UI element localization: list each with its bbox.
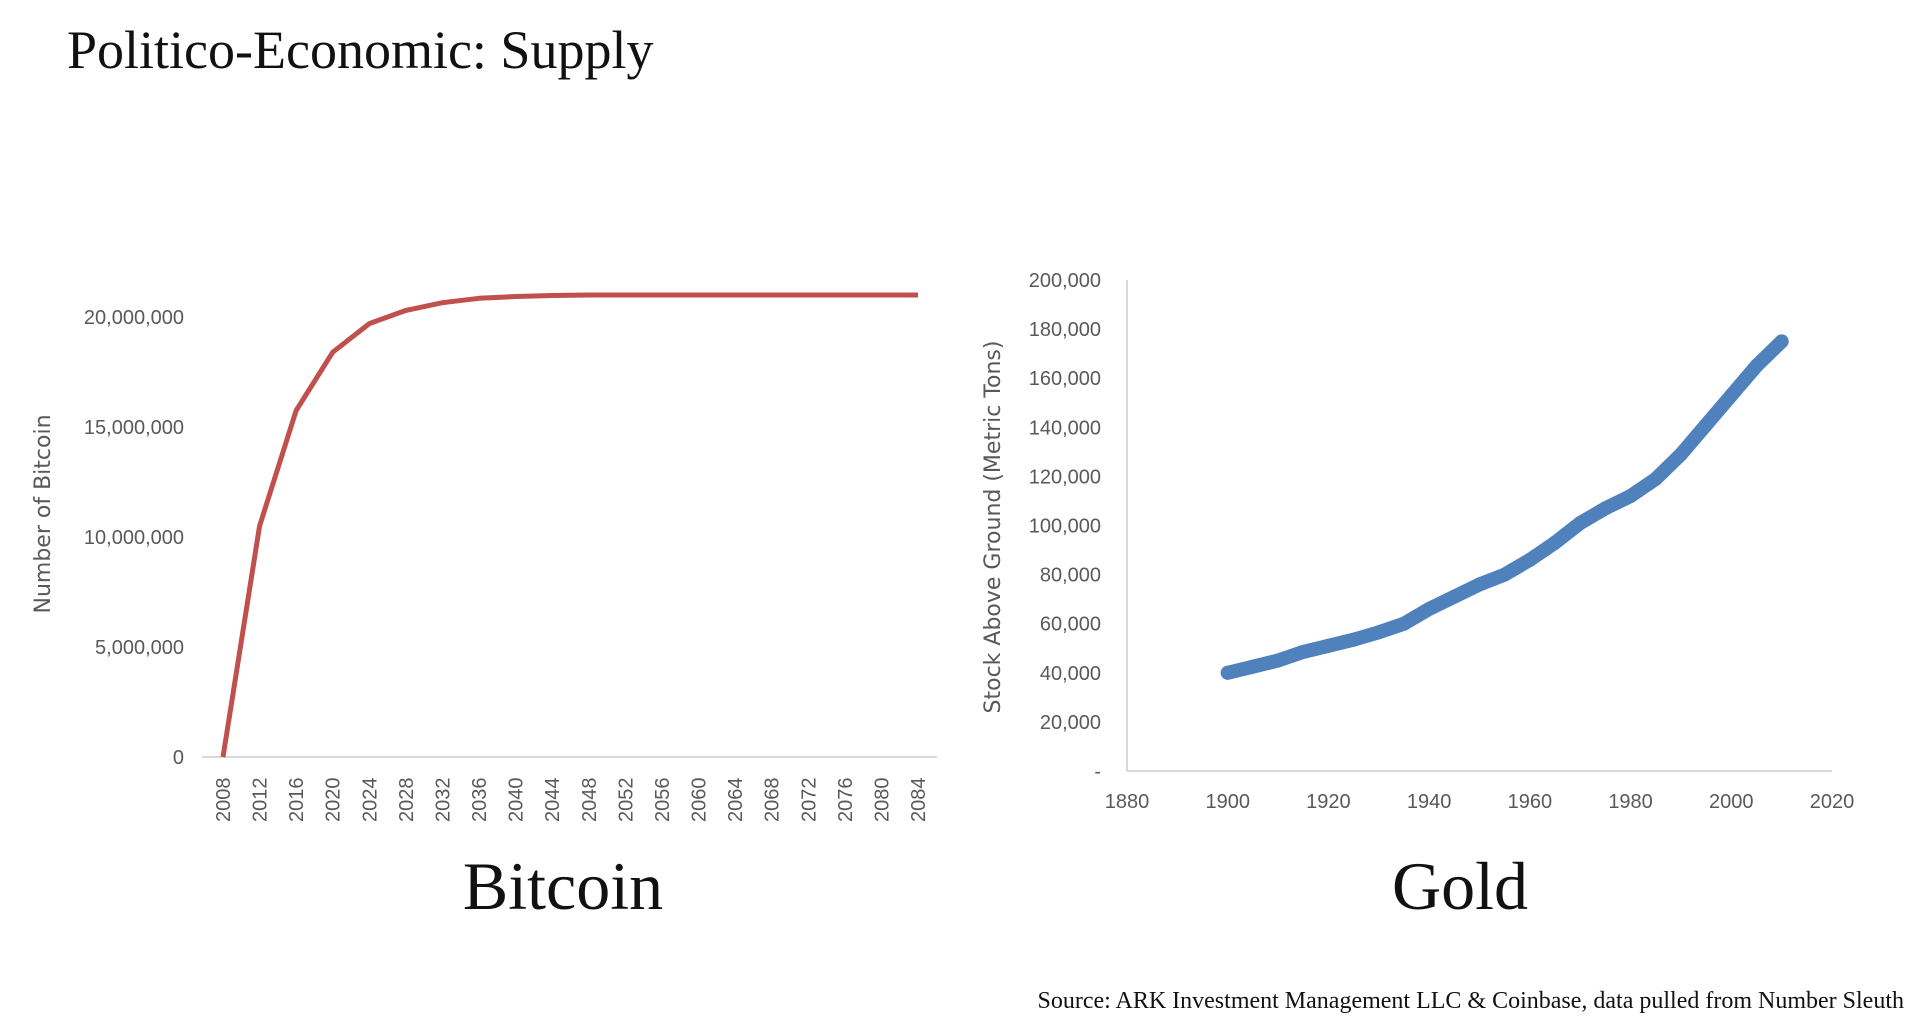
bitcoin-x-tick-label: 2084 (908, 778, 930, 823)
bitcoin-x-tick-label: 2076 (835, 778, 857, 823)
gold-data-point (1220, 665, 1235, 680)
slide-title: Politico-Economic: Supply (67, 20, 653, 80)
gold-data-point (1724, 388, 1739, 403)
gold-y-tick-label: 180,000 (1029, 319, 1101, 341)
gold-data-point (1548, 535, 1563, 550)
bitcoin-x-tick-label: 2044 (542, 778, 564, 823)
gold-y-axis-title: Stock Above Ground (Metric Tons) (981, 341, 1006, 714)
gold-data-point (1447, 589, 1462, 604)
bitcoin-y-tick-label: 0 (173, 747, 184, 769)
gold-data-point (1422, 601, 1437, 616)
bitcoin-series-line (220, 292, 918, 758)
gold-y-tick-label: 40,000 (1040, 663, 1101, 685)
bitcoin-y-tick-label: 10,000,000 (84, 527, 184, 549)
bitcoin-y-axis-title: Number of Bitcoin (31, 414, 56, 613)
bitcoin-x-tick-label: 2052 (615, 778, 637, 823)
bitcoin-x-tick-label: 2008 (213, 778, 235, 823)
gold-data-point (1497, 567, 1512, 582)
bitcoin-x-tick-label: 2036 (469, 778, 491, 823)
source-note: Source: ARK Investment Management LLC & … (1038, 988, 1905, 1014)
gold-x-tick-label: 1960 (1508, 791, 1553, 813)
bitcoin-x-tick-label: 2016 (286, 778, 308, 823)
gold-data-point (1749, 358, 1764, 373)
gold-y-tick-label: 100,000 (1029, 516, 1101, 538)
gold-data-point (1321, 638, 1336, 653)
bitcoin-x-tick-label: 2048 (579, 778, 601, 823)
bitcoin-x-tick-label: 2012 (250, 778, 272, 823)
gold-data-point (1623, 489, 1638, 504)
bitcoin-chart: Number of Bitcoin 0 5,000,000 10,000,000 15… (31, 292, 937, 823)
gold-x-tick-label: 1940 (1407, 791, 1452, 813)
gold-data-point (1396, 616, 1411, 631)
bitcoin-y-tick-label: 20,000,000 (84, 307, 184, 329)
gold-data-point (1245, 659, 1260, 674)
gold-y-tick-label: 200,000 (1029, 270, 1101, 292)
bitcoin-y-tick-label: 5,000,000 (95, 637, 184, 659)
bitcoin-x-tick-label: 2068 (762, 778, 784, 823)
gold-y-tick-label: 120,000 (1029, 466, 1101, 488)
gold-y-tick-label: - (1094, 761, 1101, 783)
bitcoin-x-tick-label: 2080 (871, 778, 893, 823)
gold-data-point (1472, 577, 1487, 592)
bitcoin-x-tick-label: 2020 (323, 778, 345, 823)
gold-data-point (1648, 471, 1663, 486)
bitcoin-x-tick-label: 2056 (652, 778, 674, 823)
bitcoin-x-tick-label: 2072 (798, 778, 820, 823)
gold-data-point (1371, 625, 1386, 640)
gold-y-tick-label: 80,000 (1040, 565, 1101, 587)
gold-series-trace (1220, 334, 1789, 680)
gold-x-tick-label: 1900 (1205, 791, 1250, 813)
gold-data-point (1522, 552, 1537, 567)
gold-data-point (1346, 632, 1361, 647)
gold-data-point (1598, 501, 1613, 516)
gold-caption: Gold (1392, 848, 1528, 924)
gold-y-tick-label: 160,000 (1029, 368, 1101, 390)
bitcoin-x-tick-label: 2060 (689, 778, 711, 823)
bitcoin-y-tick-label: 15,000,000 (84, 417, 184, 439)
bitcoin-x-tick-label: 2040 (506, 778, 528, 823)
gold-x-tick-label: 1920 (1306, 791, 1351, 813)
bitcoin-x-tick-label: 2032 (432, 778, 454, 823)
gold-y-tick-label: 60,000 (1040, 614, 1101, 636)
gold-chart: Stock Above Ground (Metric Tons) - 20,000… (981, 270, 1854, 813)
bitcoin-x-tick-label: 2064 (725, 778, 747, 823)
gold-data-point (1673, 447, 1688, 462)
gold-data-point (1271, 653, 1286, 668)
gold-data-point (1699, 417, 1714, 432)
gold-data-point (1296, 644, 1311, 659)
gold-x-tick-label: 2020 (1810, 791, 1855, 813)
bitcoin-x-tick-label: 2024 (359, 778, 381, 823)
gold-data-point (1573, 516, 1588, 531)
gold-y-tick-label: 140,000 (1029, 417, 1101, 439)
gold-x-tick-label: 2000 (1709, 791, 1754, 813)
bitcoin-x-tick-label: 2028 (396, 778, 418, 823)
gold-x-tick-label: 1980 (1608, 791, 1653, 813)
gold-x-tick-label: 1880 (1105, 791, 1150, 813)
bitcoin-caption: Bitcoin (463, 848, 663, 924)
gold-data-point (1774, 334, 1789, 349)
gold-y-tick-label: 20,000 (1040, 712, 1101, 734)
